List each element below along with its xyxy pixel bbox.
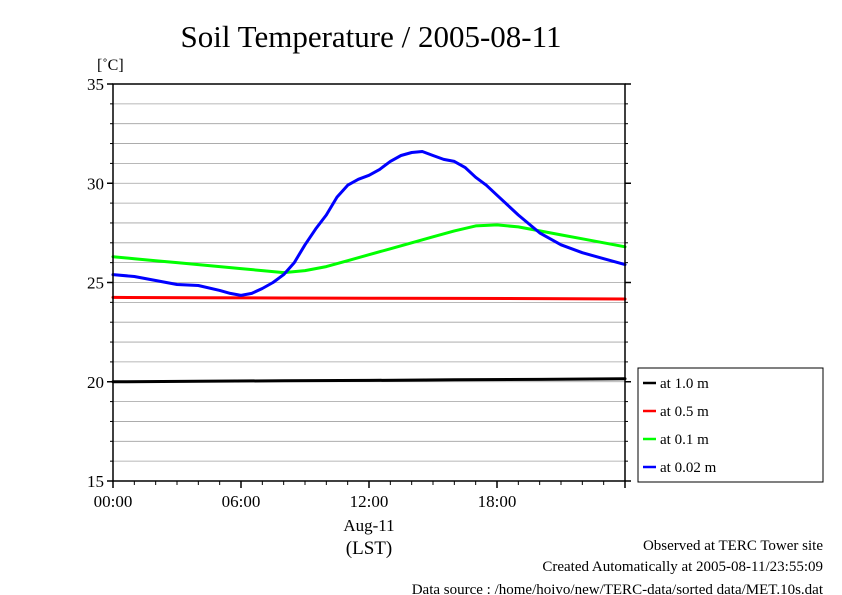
y-tick-label: 30 [87, 174, 104, 193]
x-date-label: Aug-11 [343, 516, 394, 535]
legend-box [637, 367, 824, 483]
y-tick-label: 25 [87, 274, 104, 293]
axis-ticks: 15 20 25 30 35 00:00 06:00 12:00 18:00 [87, 75, 631, 511]
legend: at 1.0 m at 0.5 m at 0.1 m at 0.02 m [637, 367, 824, 483]
series-line [111, 295, 627, 301]
footer-created: Created Automatically at 2005-08-11/23:5… [542, 559, 823, 575]
x-tick-label: 12:00 [350, 492, 389, 511]
legend-label: at 1.0 m [660, 376, 709, 392]
series-line [111, 223, 627, 275]
footer-source: Data source : /home/hoivo/new/TERC-data/… [412, 582, 824, 595]
legend-label: at 0.1 m [660, 432, 709, 448]
chart-title: Soil Temperature / 2005-08-11 [181, 19, 562, 54]
series-line [111, 150, 627, 297]
legend-label: at 0.02 m [660, 460, 717, 476]
y-tick-label: 35 [87, 75, 104, 94]
series-line [111, 377, 627, 384]
y-tick-label: 15 [87, 472, 104, 491]
x-tick-label: 06:00 [222, 492, 261, 511]
legend-label: at 0.5 m [660, 404, 709, 420]
y-tick-label: 20 [87, 373, 104, 392]
x-axis-label: (LST) [346, 538, 392, 559]
footer-site: Observed at TERC Tower site [643, 538, 823, 554]
grid-lines [113, 103, 625, 462]
x-tick-label: 18:00 [478, 492, 517, 511]
x-tick-label: 00:00 [94, 492, 133, 511]
y-axis-label: [˚C] [97, 57, 124, 74]
series-lines [111, 150, 627, 384]
